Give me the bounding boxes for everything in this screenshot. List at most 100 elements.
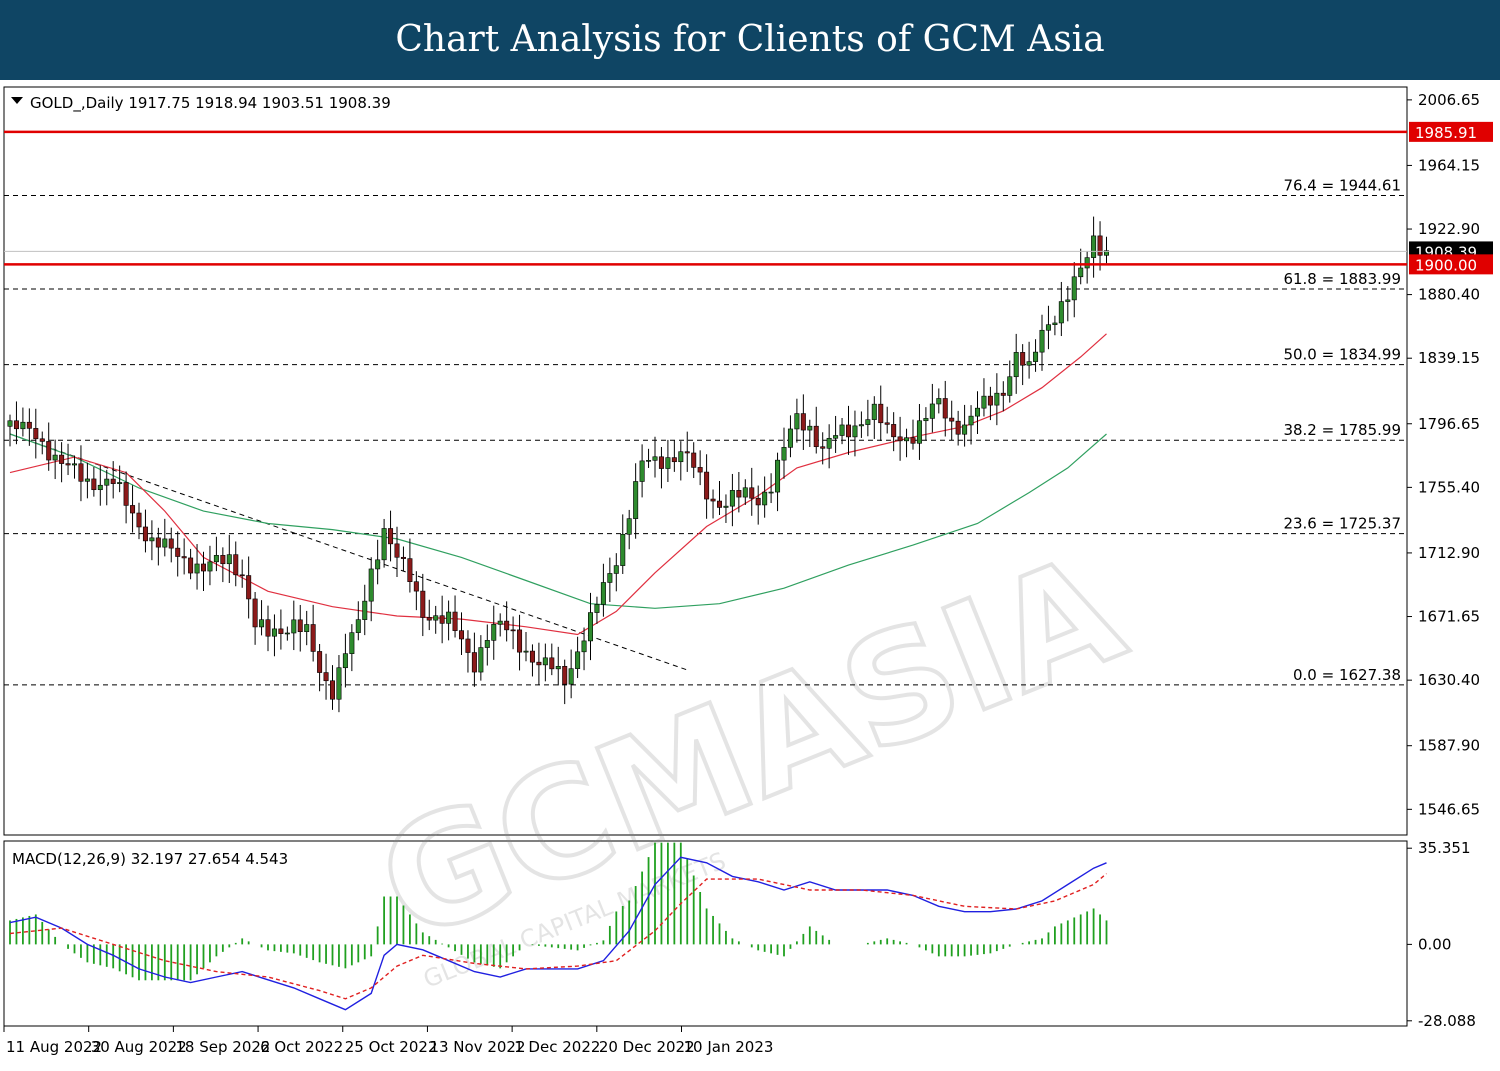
candle-body: [201, 563, 207, 572]
macd-panel-frame: [3, 840, 1408, 1027]
candle-body: [110, 478, 116, 484]
candle-body: [13, 420, 19, 430]
dropdown-triangle-icon[interactable]: [11, 97, 23, 104]
candle-body: [39, 438, 45, 442]
candle-body: [136, 512, 142, 528]
candle-body: [852, 425, 858, 438]
candle-body: [955, 420, 961, 435]
candle-body: [297, 619, 303, 632]
candle-body: [1104, 250, 1110, 256]
candle-body: [807, 425, 813, 431]
price-axis-label: 1839.15: [1418, 349, 1480, 367]
candle-body: [800, 413, 806, 431]
price-axis: 2006.65 1964.15 1922.90 1880.40 1839.15 1796.…: [1407, 91, 1480, 818]
candle-body: [755, 497, 761, 506]
time-axis-label: 10 Jan 2023: [684, 1038, 774, 1056]
candle-body: [65, 463, 71, 466]
fibonacci-levels: 76.4 = 1944.61 61.8 = 1883.99 50.0 = 1834.…: [4, 177, 1407, 686]
candle-body: [820, 446, 826, 449]
candle-body: [504, 620, 510, 631]
candle-body: [91, 478, 97, 491]
time-axis-label: 20 Dec 2022: [599, 1038, 695, 1056]
candle-body: [33, 428, 39, 440]
candle-body: [987, 395, 993, 406]
candle-body: [465, 638, 471, 653]
fib-level-label: 76.4 = 1944.61: [1283, 177, 1401, 195]
candle-body: [317, 651, 323, 673]
candle-body: [59, 454, 65, 464]
candle-body: [1039, 329, 1045, 353]
candle-body: [265, 619, 271, 637]
candle-body: [671, 457, 677, 463]
candle-body: [613, 565, 619, 574]
candle-body: [652, 456, 658, 461]
candle-body: [104, 478, 110, 486]
candle-body: [413, 581, 419, 592]
candle-body: [968, 415, 974, 426]
trend-line: [9, 433, 688, 671]
candle-body: [226, 554, 232, 565]
candle-body: [1013, 352, 1019, 378]
price-axis-label: 2006.65: [1418, 91, 1480, 109]
candle-body: [607, 573, 613, 583]
candle-body: [678, 451, 684, 463]
time-axis-label: 30 Aug 2022: [91, 1038, 187, 1056]
candle-body: [684, 451, 690, 454]
candle-body: [536, 661, 542, 666]
candle-body: [452, 611, 458, 631]
fib-level-label: 50.0 = 1834.99: [1283, 346, 1401, 364]
candle-body: [974, 407, 980, 417]
macd-line: [9, 856, 1107, 1011]
candle-body: [400, 556, 406, 559]
candle-body: [697, 467, 703, 473]
macd-axis-label: 0.00: [1418, 935, 1451, 953]
macd-axis-label: 35.351: [1418, 839, 1471, 857]
candle-body: [304, 624, 310, 632]
report-banner: [0, 0, 1500, 80]
candle-body: [220, 555, 226, 565]
candle-body: [646, 460, 652, 462]
candle-body: [704, 471, 710, 500]
candle-body: [600, 582, 606, 605]
candle-body: [1071, 276, 1077, 301]
price-axis-label: 1796.65: [1418, 415, 1480, 433]
candle-body: [213, 555, 219, 563]
candle-body: [723, 505, 729, 508]
candle-body: [117, 482, 123, 484]
fib-level-label: 0.0 = 1627.38: [1293, 666, 1401, 684]
candle-body: [162, 538, 168, 548]
candle-body: [716, 500, 722, 508]
price-axis-label: 1880.40: [1418, 286, 1480, 304]
candle-body: [517, 629, 523, 653]
price-axis-label: 1922.90: [1418, 220, 1480, 238]
macd-header-text: MACD(12,26,9) 32.197 27.654 4.543: [12, 850, 288, 868]
candle-body: [207, 561, 213, 572]
candle-body: [904, 437, 910, 442]
candle-body: [52, 454, 58, 461]
macd-axis-label: -28.088: [1418, 1012, 1476, 1030]
candle-body: [239, 574, 245, 577]
candle-body: [826, 437, 832, 449]
level-tag-label: 1900.00: [1415, 256, 1477, 274]
candle-body: [658, 456, 664, 469]
candle-body: [342, 653, 348, 669]
level-tag-label: 1985.91: [1415, 124, 1477, 142]
time-axis-label: 6 Oct 2022: [260, 1038, 343, 1056]
candle-body: [362, 600, 368, 620]
candle-body: [858, 424, 864, 427]
candle-body: [329, 680, 335, 700]
candle-body: [523, 650, 529, 653]
price-axis-label: 1546.65: [1418, 800, 1480, 818]
candle-body: [710, 498, 716, 502]
candle-body: [388, 528, 394, 545]
macd-indicator: [9, 842, 1108, 1011]
candle-body: [426, 617, 432, 621]
candle-body: [594, 604, 600, 613]
candle-body: [529, 650, 535, 663]
candle-body: [458, 630, 464, 640]
fib-level-label: 23.6 = 1725.37: [1283, 515, 1401, 533]
candle-body: [1020, 352, 1026, 366]
candle-body: [123, 482, 129, 506]
time-axis-label: 11 Aug 2022: [6, 1038, 102, 1056]
